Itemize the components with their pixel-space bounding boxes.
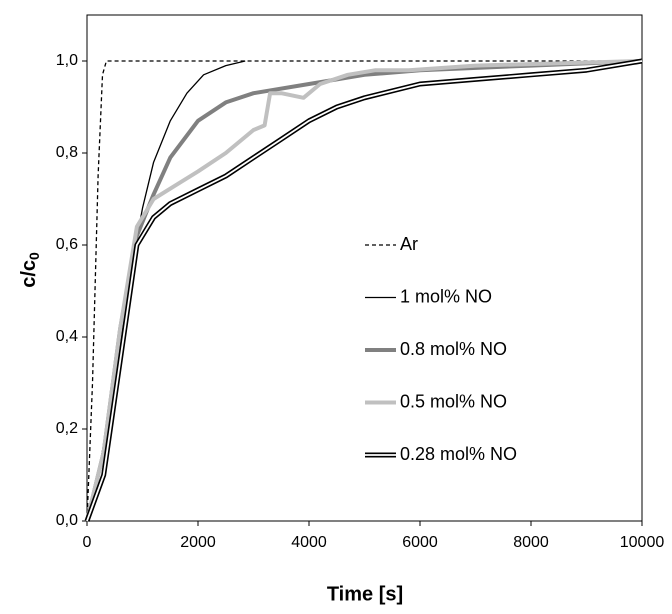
series-line-inner <box>86 60 643 522</box>
series-line <box>86 60 246 522</box>
series-line <box>86 60 642 522</box>
y-axis-title-main: c/c <box>18 260 40 288</box>
plot-area <box>86 14 643 522</box>
legend-label: Ar <box>400 234 418 254</box>
x-tick-label: 4000 <box>291 534 327 551</box>
y-tick-label: 0,4 <box>56 328 78 345</box>
legend-label: 0.5 mol% NO <box>400 391 507 411</box>
series-line <box>85 59 643 522</box>
x-tick-label: 10000 <box>620 534 665 551</box>
x-tick-label: 6000 <box>402 534 438 551</box>
series-line <box>85 59 643 522</box>
y-tick-label: 0,0 <box>56 512 78 529</box>
y-tick-label: 1,0 <box>56 52 78 69</box>
x-tick-label: 8000 <box>513 534 549 551</box>
legend-label: 0.8 mol% NO <box>400 339 507 359</box>
y-tick-label: 0,8 <box>56 144 78 161</box>
legend-label: 0.28 mol% NO <box>400 444 517 464</box>
x-axis-title: Time [s] <box>327 583 403 605</box>
x-tick-label: 0 <box>83 534 92 551</box>
y-tick-label: 0,2 <box>56 420 78 437</box>
y-axis-title-subscript: 0 <box>26 252 42 260</box>
x-tick-label: 2000 <box>180 534 216 551</box>
legend-label: 1 mol% NO <box>400 286 492 306</box>
y-axis-title: c/c0 <box>18 252 41 288</box>
y-tick-label: 0,6 <box>56 236 78 253</box>
series-line <box>84 58 643 522</box>
